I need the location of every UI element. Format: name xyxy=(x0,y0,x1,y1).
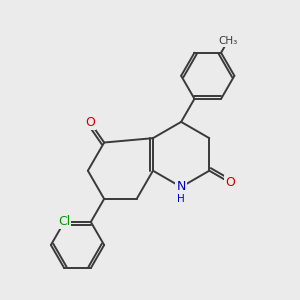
Text: N: N xyxy=(176,181,186,194)
Text: O: O xyxy=(225,176,235,189)
Text: O: O xyxy=(85,116,95,129)
Text: Cl: Cl xyxy=(58,215,70,228)
Text: CH₃: CH₃ xyxy=(218,36,237,46)
Text: H: H xyxy=(177,194,185,204)
